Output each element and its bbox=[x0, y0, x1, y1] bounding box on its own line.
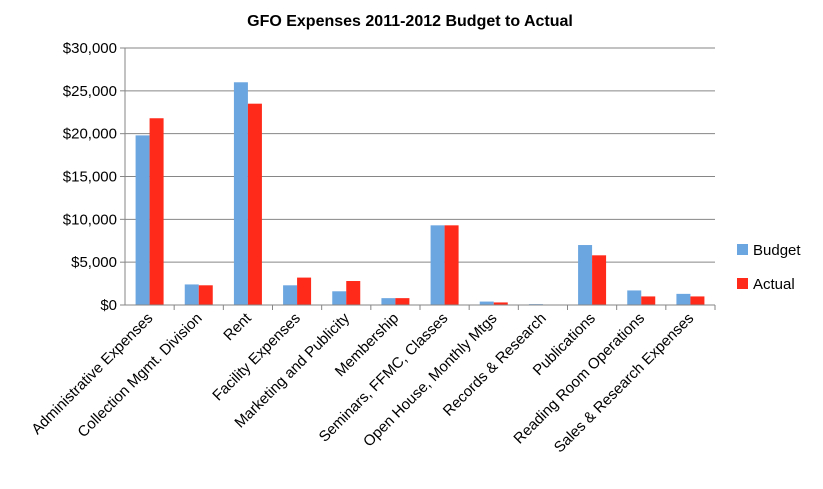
legend: Budget Actual bbox=[737, 242, 801, 293]
bar-actual-1 bbox=[198, 285, 213, 305]
gridlines bbox=[125, 47, 715, 263]
bar-actual-5 bbox=[395, 298, 410, 305]
bar-budget-2 bbox=[233, 82, 248, 306]
x-tick-label: Rent bbox=[220, 309, 255, 344]
bar-actual-9 bbox=[592, 255, 607, 305]
bar-budget-10 bbox=[627, 290, 642, 305]
bar-budget-9 bbox=[578, 245, 593, 305]
bar-actual-7 bbox=[493, 302, 508, 305]
bar-actual-6 bbox=[444, 225, 459, 305]
y-axis-ticks: $0 $5,000 $10,000 $15,000 $20,000 $25,000 $30,… bbox=[63, 40, 125, 314]
y-tick-label: $10,000 bbox=[63, 211, 117, 228]
bar-budget-6 bbox=[430, 225, 445, 305]
x-tick-label: Facility Expenses bbox=[209, 310, 304, 405]
bar-budget-7 bbox=[479, 301, 494, 305]
y-tick-label: $15,000 bbox=[63, 169, 117, 186]
bar-actual-3 bbox=[297, 277, 312, 305]
y-tick-label: $30,000 bbox=[63, 40, 117, 57]
legend-label-budget: Budget bbox=[753, 242, 801, 259]
bar-actual-0 bbox=[149, 118, 164, 305]
bar-budget-11 bbox=[676, 293, 691, 305]
bar-budget-1 bbox=[184, 284, 199, 305]
bar-actual-4 bbox=[346, 281, 361, 305]
bar-budget-4 bbox=[332, 291, 347, 305]
legend-swatch-actual bbox=[737, 278, 748, 289]
y-tick-label: $5,000 bbox=[71, 254, 117, 271]
y-tick-label: $20,000 bbox=[63, 126, 117, 143]
y-tick-label: $25,000 bbox=[63, 83, 117, 100]
bars bbox=[135, 82, 705, 306]
y-tick-label: $0 bbox=[100, 297, 117, 314]
bar-budget-3 bbox=[283, 285, 298, 305]
legend-label-actual: Actual bbox=[753, 276, 795, 293]
bar-actual-2 bbox=[247, 103, 262, 305]
bar-budget-5 bbox=[381, 298, 396, 305]
bar-actual-10 bbox=[641, 296, 656, 305]
bar-budget-0 bbox=[135, 135, 150, 305]
legend-swatch-budget bbox=[737, 244, 748, 255]
bar-actual-11 bbox=[690, 296, 705, 305]
chart-title: GFO Expenses 2011-2012 Budget to Actual bbox=[247, 13, 573, 30]
